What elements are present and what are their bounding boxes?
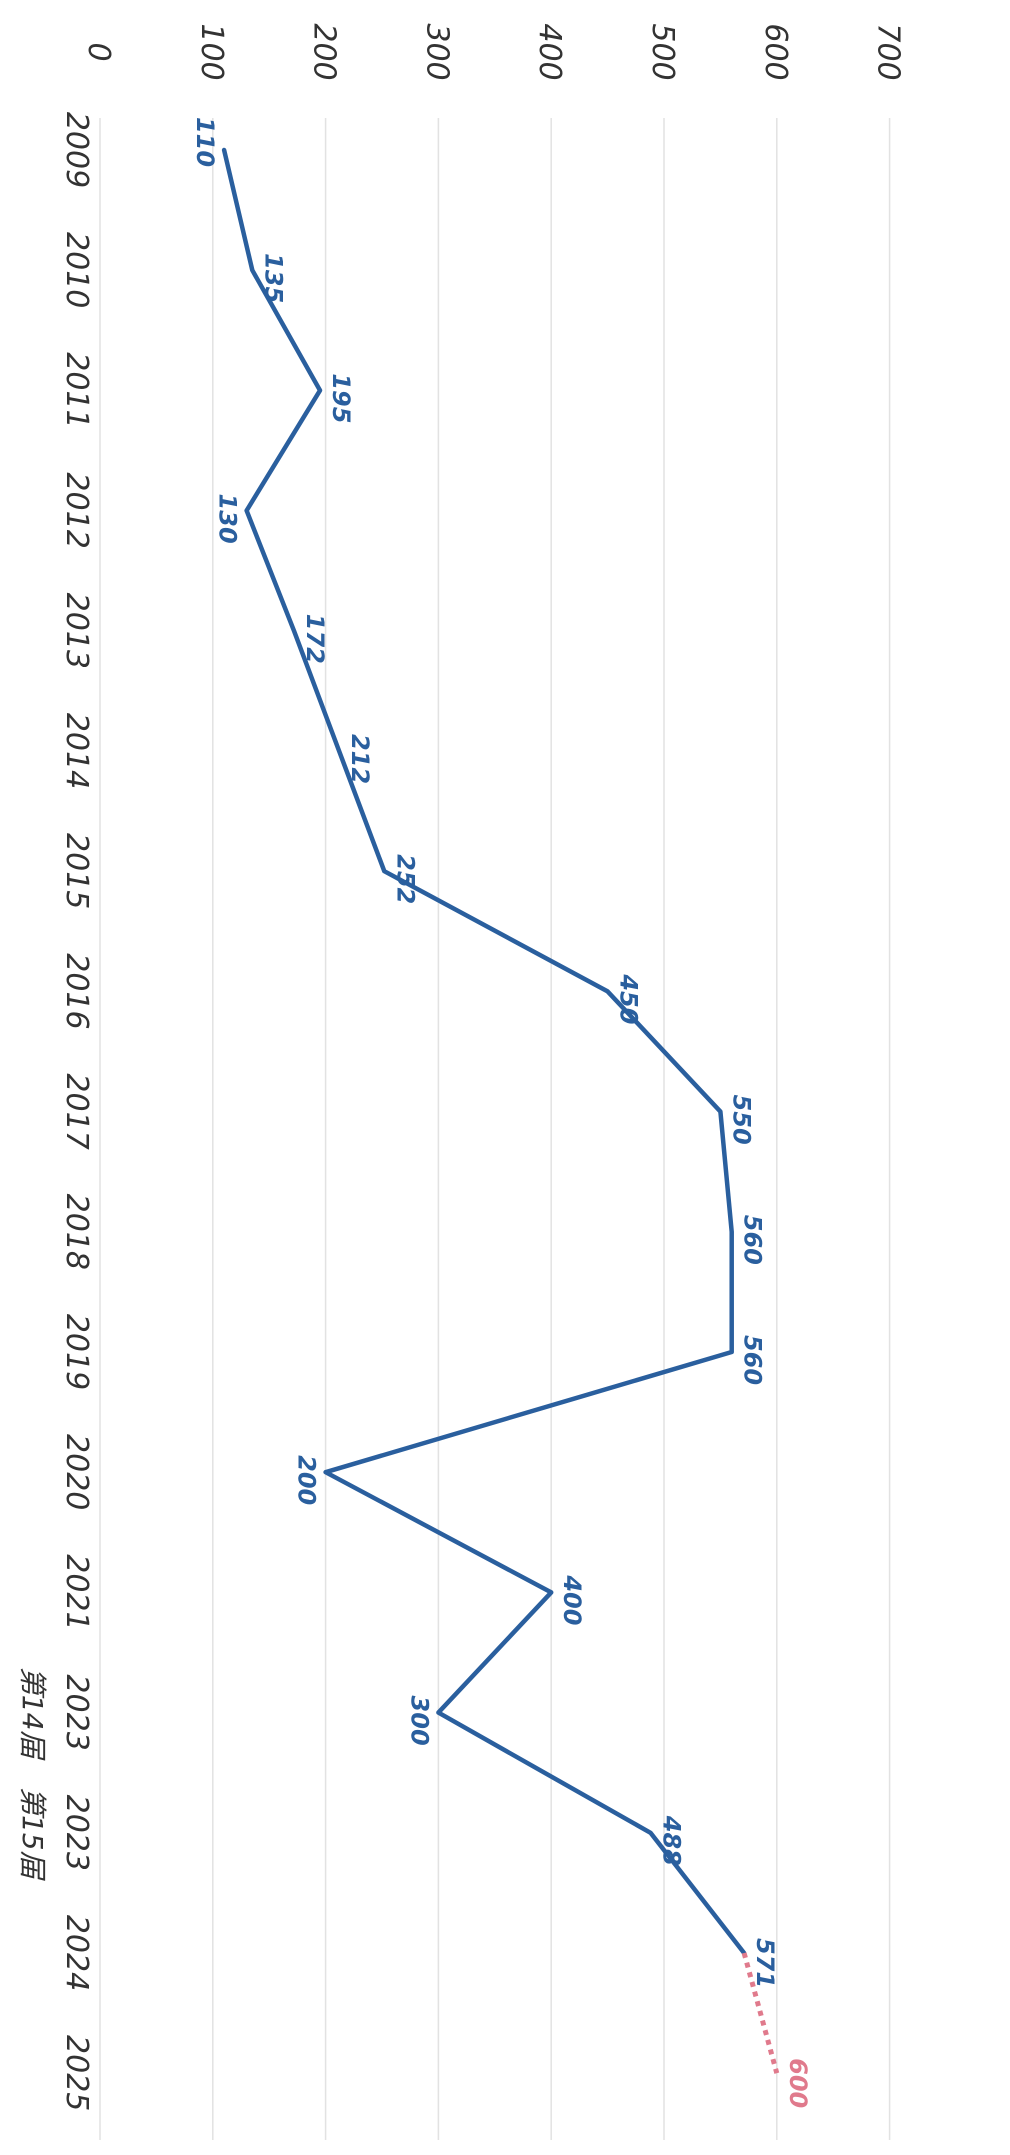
x-tick-label: 2018 [59,1194,94,1270]
y-tick-label: 0 [81,42,116,61]
data-label: 200 [293,1455,321,1505]
y-tick-label: 600 [758,23,793,80]
x-tick-label: 2010 [59,232,94,308]
y-tick-label: 300 [419,23,454,80]
series-line-0 [221,147,747,1956]
series-line-1 [741,1952,780,2074]
x-tick-label: 2024 [59,1915,94,1991]
x-tick-label: 2016 [59,953,94,1029]
y-tick-label: 100 [194,23,229,80]
x-tick-label: 2013 [59,593,94,669]
x-tick-label: 2017 [59,1073,94,1149]
data-label: 135 [259,253,287,303]
x-tick-label: 2015 [59,833,94,909]
x-tick-sublabel: 第15届 [16,1787,49,1882]
x-tick-label: 2023 [59,1674,94,1750]
y-tick-label: 500 [645,23,680,80]
x-tick-label: 2009 [59,112,94,188]
x-tick-label: 2021 [59,1554,94,1630]
data-label: 560 [739,1335,767,1385]
data-label: 550 [727,1095,755,1145]
x-tick-label: 2019 [59,1314,94,1390]
data-label: 172 [301,614,329,664]
data-label: 560 [739,1215,767,1265]
data-label: 571 [751,1938,779,1988]
x-tick-label: 2011 [59,352,94,428]
x-tick-label: 2020 [59,1434,94,1510]
data-label: 130 [214,494,242,544]
data-labels: 110 135 195 130 172 212 252 450 550 560 560 200 400 3… [191,117,812,2108]
data-label: 600 [784,2058,812,2108]
x-tick-label: 2023 [59,1795,94,1871]
data-label: 300 [405,1696,433,1746]
series-layer [221,147,780,2074]
data-label: 212 [346,734,374,784]
x-tick-label: 2012 [59,472,94,548]
data-label: 195 [327,373,355,423]
data-label: 110 [191,117,219,167]
data-label: 450 [615,973,643,1024]
data-label: 252 [391,854,419,904]
x-tick-sublabel: 第14届 [16,1667,49,1762]
x-tick-label: 2025 [59,2035,94,2111]
x-axis-ticks: 2009 2010 2011 2012 2013 2014 2015 2016 2017 2018… [16,112,94,2112]
data-label: 488 [658,1815,686,1866]
y-tick-label: 700 [871,23,906,80]
grid-layer [99,118,891,2140]
y-tick-label: 200 [307,23,342,80]
y-tick-label: 400 [532,23,567,80]
x-tick-label: 2014 [59,713,94,789]
data-label: 400 [558,1574,586,1625]
y-axis-ticks: 0 100 200 300 400 500 600 700 [81,23,906,80]
